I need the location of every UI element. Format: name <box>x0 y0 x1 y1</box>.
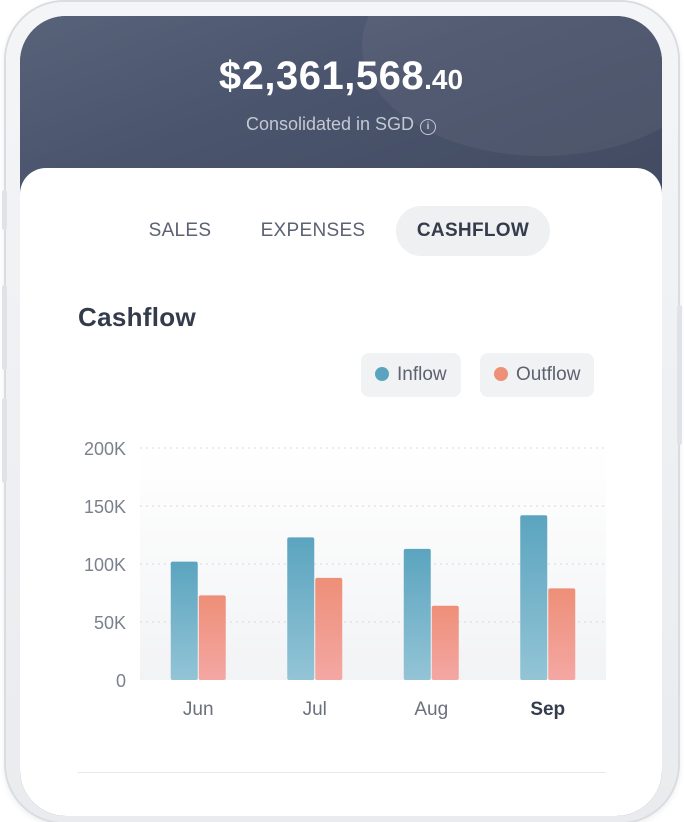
report-tabs: SALES EXPENSES CASHFLOW <box>20 206 662 258</box>
bar-outflow <box>198 595 226 680</box>
legend-inflow-label: Inflow <box>397 364 447 385</box>
tab-sales[interactable]: SALES <box>148 220 212 241</box>
cashflow-chart: 0 50K 100K 150K 200K Jun Jul Aug Sep <box>84 439 606 720</box>
y-tick-label: 200K <box>84 439 126 459</box>
bar-inflow <box>403 548 431 680</box>
phone-side-button <box>2 190 7 230</box>
balance-main: $2,361,568 <box>218 54 425 98</box>
legend-outflow-dot <box>494 367 508 381</box>
y-tick-label: 100K <box>84 555 126 575</box>
legend-outflow[interactable]: Outflow <box>480 353 595 397</box>
bar-outflow <box>315 577 343 680</box>
balance-header: $2,361,568.40 Consolidated in SGD i <box>20 16 662 186</box>
total-balance: $2,361,568.40 <box>20 54 662 99</box>
legend-inflow-dot <box>375 367 389 381</box>
bar-inflow <box>170 561 198 680</box>
x-tick-label: Sep <box>530 699 565 720</box>
x-tick-label: Jun <box>183 699 214 720</box>
tab-cashflow[interactable]: CASHFLOW <box>396 206 550 256</box>
tab-expenses[interactable]: EXPENSES <box>260 220 366 241</box>
phone-volume-down-button <box>2 398 7 483</box>
bar-outflow <box>431 605 459 680</box>
app-screen: $2,361,568.40 Consolidated in SGD i SALES… <box>20 16 662 816</box>
legend-inflow[interactable]: Inflow <box>361 353 461 397</box>
section-divider <box>78 772 606 773</box>
phone-power-button <box>677 305 682 445</box>
section-title: Cashflow <box>78 302 196 332</box>
x-tick-label: Jul <box>303 699 327 720</box>
y-tick-label: 0 <box>116 671 126 691</box>
y-tick-label: 150K <box>84 497 126 517</box>
balance-cents: .40 <box>424 64 464 95</box>
x-tick-label: Aug <box>414 699 448 720</box>
phone-volume-up-button <box>2 285 7 370</box>
bar-inflow <box>287 537 315 680</box>
legend-outflow-label: Outflow <box>516 364 581 385</box>
currency-subtitle-text: Consolidated in SGD <box>245 114 415 134</box>
y-tick-label: 50K <box>94 613 126 633</box>
info-icon[interactable]: i <box>420 119 437 135</box>
currency-subtitle: Consolidated in SGD i <box>20 114 662 135</box>
content-card: SALES EXPENSES CASHFLOW Cashflow Inflow … <box>20 168 662 816</box>
bar-outflow <box>548 588 576 680</box>
bar-inflow <box>520 515 548 680</box>
